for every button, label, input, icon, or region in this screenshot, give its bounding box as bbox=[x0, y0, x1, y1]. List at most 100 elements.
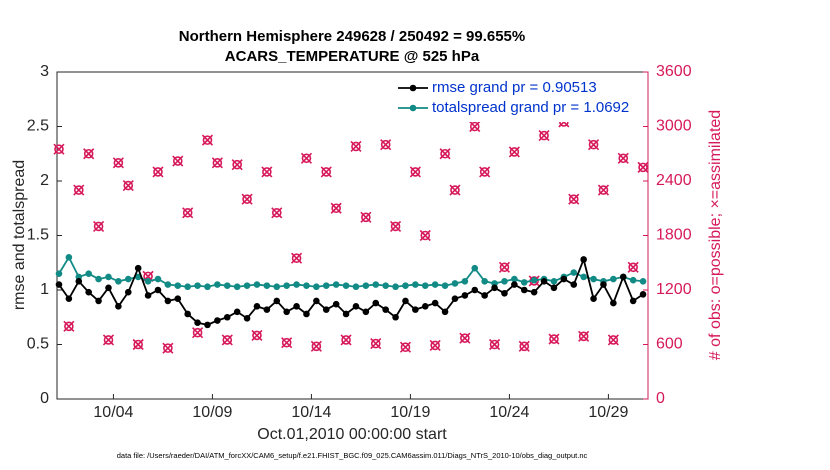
marker-cross bbox=[102, 334, 115, 346]
point bbox=[174, 295, 182, 303]
point bbox=[619, 273, 627, 281]
point bbox=[471, 286, 479, 294]
marker-cross bbox=[350, 140, 362, 153]
point bbox=[362, 308, 370, 316]
marker-cross bbox=[162, 342, 174, 354]
point bbox=[95, 275, 102, 283]
y-axis-label: rmse and totalspread bbox=[11, 160, 28, 310]
marker-cross bbox=[330, 202, 342, 214]
point bbox=[263, 306, 271, 313]
point bbox=[520, 286, 528, 294]
marker-circle bbox=[568, 194, 579, 204]
point bbox=[134, 264, 142, 272]
marker-circle bbox=[420, 230, 431, 241]
marker-circle bbox=[172, 156, 183, 166]
marker-circle bbox=[153, 167, 163, 177]
marker-circle bbox=[489, 339, 500, 350]
marker-cross bbox=[498, 261, 511, 273]
marker-circle bbox=[222, 335, 233, 345]
obs-count bbox=[211, 157, 223, 169]
marker-circle bbox=[469, 121, 480, 132]
x-axis-label: Oct.01,2010 00:00:00 start bbox=[257, 426, 447, 443]
obs-count bbox=[607, 334, 619, 346]
obs-count bbox=[93, 220, 105, 232]
point bbox=[214, 281, 221, 288]
marker-cross bbox=[172, 155, 184, 167]
marker-cross bbox=[617, 152, 629, 164]
obs-count bbox=[330, 202, 342, 214]
marker-circle bbox=[331, 203, 341, 214]
legend-box bbox=[396, 76, 644, 122]
obs-count bbox=[340, 334, 352, 346]
point bbox=[481, 277, 488, 285]
point bbox=[550, 284, 558, 292]
obs-count bbox=[152, 166, 164, 178]
point bbox=[590, 295, 597, 303]
obs-count bbox=[409, 166, 421, 178]
chart-subtitle: ACARS_TEMPERATURE @ 525 hPa bbox=[225, 48, 480, 65]
point bbox=[65, 295, 73, 303]
marker-cross bbox=[182, 207, 194, 219]
point bbox=[194, 282, 201, 289]
point bbox=[412, 281, 419, 288]
point bbox=[174, 282, 182, 289]
point bbox=[392, 283, 399, 291]
point bbox=[223, 282, 231, 289]
point bbox=[629, 297, 637, 305]
footnote: data file: /Users/raeder/DAI/ATM_forcXX/… bbox=[117, 451, 588, 460]
point bbox=[184, 310, 191, 318]
marker-cross bbox=[419, 229, 431, 242]
point bbox=[362, 282, 370, 289]
marker-cross bbox=[627, 261, 639, 273]
marker-cross bbox=[122, 179, 134, 192]
point bbox=[293, 303, 300, 310]
point bbox=[283, 282, 290, 289]
point bbox=[580, 273, 587, 281]
obs-count bbox=[419, 229, 431, 242]
obs-count bbox=[439, 148, 451, 160]
marker-circle bbox=[281, 337, 292, 348]
point bbox=[342, 282, 350, 289]
marker-circle bbox=[450, 185, 460, 195]
obs-count bbox=[548, 333, 560, 345]
marker-cross bbox=[152, 166, 164, 178]
point bbox=[421, 282, 429, 289]
point bbox=[382, 282, 389, 289]
point bbox=[451, 280, 459, 287]
y-tick-label: 2 bbox=[40, 172, 49, 189]
point bbox=[540, 277, 548, 285]
marker-cross bbox=[360, 211, 372, 223]
obs-count bbox=[350, 140, 362, 153]
point bbox=[115, 277, 122, 285]
point bbox=[204, 321, 211, 329]
point bbox=[590, 275, 597, 283]
obs-count bbox=[73, 184, 85, 196]
obs-count bbox=[627, 261, 639, 273]
x-tick-label: 10/09 bbox=[192, 404, 232, 421]
marker-cross bbox=[538, 130, 550, 142]
marker-circle bbox=[291, 253, 302, 264]
point bbox=[332, 281, 340, 288]
point bbox=[610, 299, 617, 307]
marker-circle bbox=[549, 334, 559, 344]
legend-marker bbox=[409, 84, 417, 92]
obs-count bbox=[459, 332, 471, 344]
marker-cross bbox=[469, 120, 481, 133]
marker-circle bbox=[608, 335, 619, 345]
marker-cross bbox=[439, 148, 451, 160]
marker-cross bbox=[578, 330, 590, 342]
marker-circle bbox=[588, 139, 599, 150]
marker-cross bbox=[399, 341, 412, 353]
marker-circle bbox=[123, 180, 134, 191]
obs-count bbox=[518, 340, 530, 352]
point bbox=[184, 283, 191, 291]
point bbox=[392, 313, 399, 321]
point bbox=[639, 277, 647, 285]
marker-cross bbox=[389, 220, 402, 232]
marker-cross bbox=[63, 320, 75, 332]
marker-cross bbox=[518, 340, 530, 352]
marker-circle bbox=[598, 185, 609, 195]
point bbox=[273, 283, 281, 291]
point bbox=[372, 299, 380, 307]
point bbox=[501, 289, 508, 297]
